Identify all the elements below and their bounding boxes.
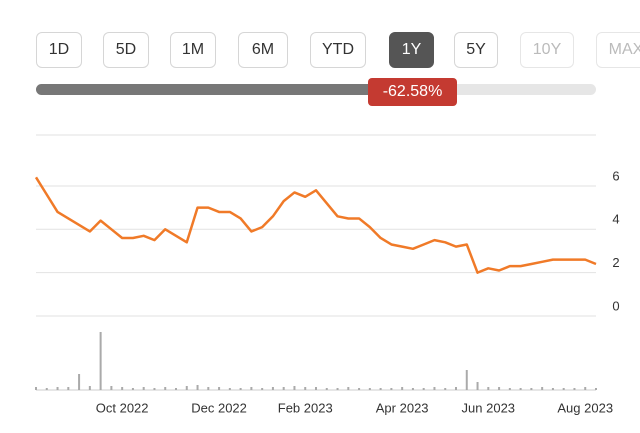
range-button[interactable]: 5D: [103, 32, 149, 68]
volume-bar: [411, 388, 414, 390]
range-button[interactable]: 10Y: [520, 32, 574, 68]
volume-bar: [35, 387, 37, 390]
volume-bar: [218, 387, 221, 390]
volume-bar: [541, 387, 544, 390]
progress-fill: [36, 84, 406, 95]
volume-bar: [88, 386, 91, 390]
volume-bar: [282, 387, 285, 390]
volume-bar: [45, 388, 48, 390]
volume-bar: [530, 388, 533, 390]
range-button[interactable]: 5Y: [454, 32, 498, 68]
volume-bar: [455, 387, 457, 390]
x-tick-label: Aug 2023: [557, 400, 613, 415]
volume-bar: [261, 388, 264, 390]
volume-bar: [185, 386, 188, 390]
volume-bar: [379, 388, 382, 390]
volume-bar: [573, 388, 576, 390]
y-tick-label: 4: [612, 212, 619, 227]
volume-bar: [584, 387, 587, 390]
volume-bar: [519, 388, 522, 390]
volume-bar: [142, 387, 145, 390]
volume-bar: [465, 370, 468, 390]
volume-bar: [390, 388, 393, 390]
price-line: [34, 176, 597, 274]
x-tick-label: Oct 2022: [96, 400, 149, 415]
range-button[interactable]: 1D: [36, 32, 82, 68]
volume-bar: [347, 387, 350, 390]
volume-bar: [56, 387, 59, 390]
volume-bar: [153, 388, 156, 390]
volume-bar: [422, 388, 425, 390]
volume-bar: [562, 388, 565, 390]
volume-bar: [175, 388, 177, 390]
volume-bar: [250, 387, 253, 390]
x-tick-label: Dec 2022: [191, 400, 247, 415]
range-button[interactable]: YTD: [310, 32, 366, 68]
volume-bar: [433, 387, 436, 390]
volume-bar: [67, 387, 70, 390]
volume-bar: [78, 374, 81, 390]
volume-bar: [196, 385, 199, 390]
volume-bar: [121, 387, 124, 390]
volume-bar: [487, 387, 490, 390]
change-badge: -62.58%: [368, 78, 457, 106]
volume-bar: [595, 388, 597, 390]
volume-bar: [498, 387, 501, 390]
volume-bar: [336, 388, 339, 390]
volume-bar: [110, 386, 113, 390]
volume-bar: [131, 388, 134, 390]
volume-bar: [508, 388, 511, 390]
x-tick-label: Feb 2023: [278, 400, 333, 415]
volume-bar: [239, 388, 242, 390]
y-tick-label: 2: [612, 255, 619, 270]
range-button[interactable]: MAX: [596, 32, 640, 68]
volume-bar: [99, 332, 102, 390]
volume-bar: [444, 388, 447, 390]
volume-bar: [476, 382, 479, 390]
volume-bar: [401, 387, 404, 390]
y-tick-label: 0: [612, 298, 619, 313]
volume-bar: [228, 388, 231, 390]
volume-bar: [551, 388, 554, 390]
x-tick-label: Apr 2023: [376, 400, 429, 415]
range-button[interactable]: 1Y: [389, 32, 434, 68]
volume-bar: [358, 388, 361, 390]
volume-bar: [271, 387, 274, 390]
volume-bar: [315, 387, 317, 390]
volume-bar: [325, 388, 328, 390]
range-button[interactable]: 6M: [238, 32, 288, 68]
volume-bar: [164, 387, 167, 390]
range-button[interactable]: 1M: [170, 32, 216, 68]
volume-bar: [304, 387, 307, 390]
y-tick-label: 6: [612, 168, 619, 183]
volume-bar: [368, 388, 371, 390]
volume-bar: [293, 386, 296, 390]
x-tick-label: Jun 2023: [462, 400, 516, 415]
range-progress: [36, 84, 596, 95]
volume-bar: [207, 387, 210, 390]
